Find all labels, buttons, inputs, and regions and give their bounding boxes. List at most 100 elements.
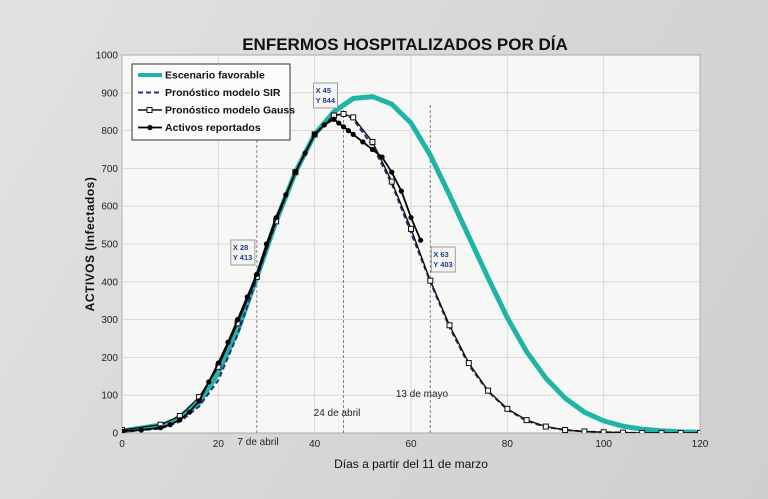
gauss-marker — [388, 178, 395, 185]
datatip-y: Y 413 — [233, 253, 252, 262]
reported-marker — [196, 398, 202, 404]
reported-marker — [302, 150, 308, 156]
reported-marker — [273, 214, 279, 221]
reported-marker — [331, 116, 337, 122]
legend: Escenario favorable Pronóstico modelo SIR… — [131, 63, 295, 141]
x-axis-label: Días a partir del 11 de marzo — [334, 457, 488, 471]
gauss-marker — [485, 387, 492, 394]
y-tick-label: 700 — [101, 164, 118, 175]
date-annotation: 13 de mayo — [396, 389, 449, 400]
legend-label: Pronóstico modelo Gauss — [165, 105, 295, 117]
reported-marker — [283, 192, 289, 198]
x-tick-label: 120 — [692, 439, 709, 450]
y-tick-label: 1000 — [96, 51, 119, 62]
datatip-box — [313, 82, 338, 109]
gauss-marker — [639, 430, 646, 433]
reported-marker — [418, 237, 424, 243]
reported-marker — [186, 409, 193, 415]
reported-marker — [215, 360, 221, 366]
reported-marker — [263, 241, 270, 247]
legend-marker — [146, 107, 153, 113]
datatip-x: X 28 — [233, 243, 248, 252]
reported-marker — [177, 417, 183, 423]
reported-marker — [292, 169, 298, 175]
y-tick-label: 500 — [101, 240, 118, 251]
y-tick-label: 100 — [101, 391, 118, 402]
reported-marker — [206, 379, 212, 385]
legend-marker — [147, 124, 153, 131]
gauss-marker — [677, 430, 684, 433]
gauss-marker — [350, 114, 357, 121]
legend-label: Pronóstico modelo SIR — [165, 87, 281, 99]
y-tick-label: 600 — [101, 202, 118, 213]
datatip-box — [430, 246, 456, 273]
grid — [121, 54, 701, 434]
x-tick-label: 80 — [502, 439, 514, 450]
gauss-marker — [523, 417, 530, 424]
gauss-marker — [369, 138, 376, 145]
y-tick-label: 300 — [101, 315, 118, 326]
x-tick-label: 20 — [213, 439, 225, 450]
reported-marker — [312, 131, 318, 137]
legend-label: Activos reportados — [165, 122, 261, 134]
reported-marker — [244, 294, 250, 300]
datatip-y: Y 844 — [316, 96, 336, 105]
gauss-marker — [600, 429, 607, 433]
reported-marker — [408, 214, 414, 221]
reported-marker — [345, 128, 351, 134]
reported-marker — [379, 154, 385, 160]
datatip-x: X 45 — [316, 86, 331, 95]
reported-marker — [254, 271, 260, 277]
reported-marker — [340, 124, 347, 130]
reported-marker — [167, 422, 173, 428]
gauss-marker — [504, 405, 511, 412]
gauss-marker — [619, 429, 626, 433]
gauss-marker — [427, 277, 434, 284]
reported-marker — [122, 428, 125, 433]
gauss-marker — [446, 322, 453, 329]
gauss-marker — [697, 430, 700, 433]
gauss-marker — [658, 430, 665, 433]
reported-marker — [369, 146, 376, 153]
x-tick-label: 0 — [119, 439, 125, 450]
date-annotation: 7 de abril — [237, 437, 278, 448]
y-tick-label: 400 — [101, 277, 118, 288]
datatip-x: X 63 — [433, 250, 448, 259]
y-axis-label: ACTIVOS (Infectados) — [83, 177, 97, 312]
reported-marker — [336, 120, 342, 126]
x-tick-labels: 0 20 40 60 80 100 120 — [119, 439, 709, 450]
date-annotation: 24 de abril — [314, 408, 361, 419]
gauss-marker — [408, 225, 414, 232]
chart-title: ENFERMOS HOSPITALIZADOS POR DÍA — [242, 35, 568, 54]
reported-marker — [389, 169, 395, 175]
gauss-marker — [562, 426, 569, 433]
series-escenario-favorable — [122, 94, 700, 433]
gauss-marker — [465, 360, 472, 367]
x-tick-label: 60 — [405, 439, 417, 450]
legend-label: Escenario favorable — [165, 70, 265, 82]
reported-marker — [138, 427, 144, 433]
datatip-y: Y 403 — [433, 260, 452, 269]
date-annotations: 7 de abril 24 de abril 13 de mayo — [237, 389, 448, 448]
reported-marker — [225, 339, 231, 345]
series-group — [122, 94, 700, 433]
reported-marker — [398, 188, 404, 194]
datatip-box — [230, 239, 256, 266]
reported-marker — [321, 122, 327, 128]
x-tick-label: 40 — [309, 439, 321, 450]
gauss-marker — [581, 428, 588, 433]
y-tick-label: 800 — [101, 126, 118, 137]
y-tick-label: 900 — [101, 88, 118, 99]
reported-marker — [235, 317, 241, 323]
reported-marker — [350, 131, 356, 137]
reported-marker — [157, 425, 164, 431]
y-tick-label: 0 — [112, 429, 118, 440]
reported-marker — [360, 139, 366, 145]
y-tick-label: 200 — [101, 353, 118, 364]
y-tick-labels: 0 100 200 300 400 500 600 700 800 900 1000 — [96, 51, 119, 440]
gauss-marker — [340, 110, 347, 117]
x-tick-label: 100 — [595, 439, 612, 450]
datatips: X 28Y 413 X 45Y 844 X 63Y 403 — [230, 82, 456, 273]
